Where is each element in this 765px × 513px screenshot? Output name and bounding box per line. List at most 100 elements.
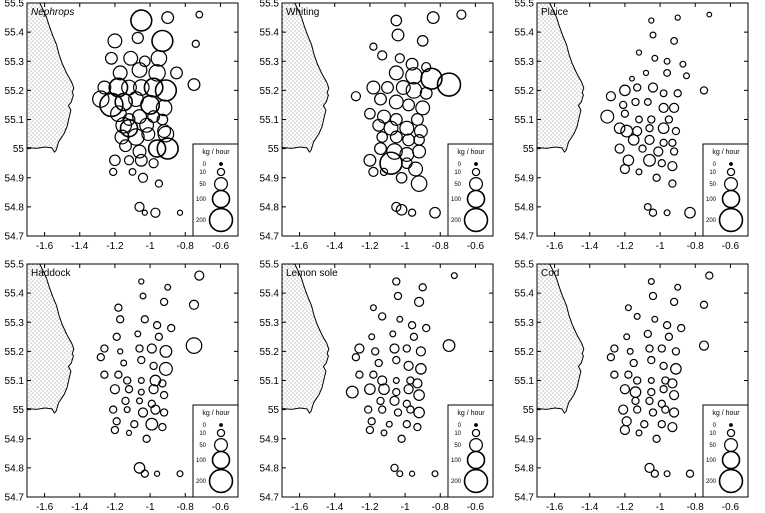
y-tick-label: 55.4 xyxy=(5,289,25,300)
catch-point xyxy=(147,110,161,124)
land-area xyxy=(537,3,584,153)
catch-point xyxy=(619,163,631,175)
catch-point xyxy=(627,134,640,146)
catch-point xyxy=(150,49,168,67)
catch-point xyxy=(629,75,635,82)
catch-point xyxy=(389,395,400,407)
y-tick-label: 55.5 xyxy=(5,260,25,271)
catch-point xyxy=(146,343,157,354)
legend-box xyxy=(192,143,239,237)
legend-label: 0 xyxy=(713,423,717,429)
catch-point xyxy=(699,86,709,95)
catch-point xyxy=(659,385,668,394)
x-tick-label: -1.4 xyxy=(71,502,89,513)
catch-point xyxy=(372,118,386,132)
catch-point xyxy=(623,333,631,341)
catch-point xyxy=(147,139,167,158)
y-tick-label: 54.7 xyxy=(260,232,280,243)
catch-point xyxy=(394,53,405,64)
catch-point xyxy=(670,363,682,375)
panel-1: 54.7 54.8 54.9 55 55.1 55.2 55.3 55.4 55.5 -1.6 -1… xyxy=(5,0,239,252)
legend-label: 50 xyxy=(199,443,206,449)
catch-point xyxy=(600,109,615,124)
catch-point xyxy=(407,208,417,217)
legend-box xyxy=(702,404,749,498)
catch-point xyxy=(354,343,365,354)
legend-label: 10 xyxy=(454,170,461,176)
legend-label: 200 xyxy=(706,479,717,485)
legend-label: 100 xyxy=(706,197,717,203)
catch-point xyxy=(134,153,148,167)
legend-label: 200 xyxy=(196,218,207,224)
catch-point xyxy=(418,283,427,292)
catch-point xyxy=(149,361,158,371)
x-tick-label: -1 xyxy=(401,502,410,513)
catch-point xyxy=(403,384,414,395)
catch-point xyxy=(376,396,385,406)
catch-point xyxy=(380,429,388,437)
panel-title: Lemon sole xyxy=(286,268,338,279)
catch-point xyxy=(123,50,139,66)
catch-point xyxy=(130,420,139,429)
catch-point xyxy=(392,277,401,286)
catch-point xyxy=(164,283,172,291)
catch-point xyxy=(176,470,184,478)
legend-label: 100 xyxy=(706,458,717,464)
catch-point xyxy=(413,296,425,308)
catch-point xyxy=(644,462,655,474)
catch-point xyxy=(658,102,669,114)
catch-point xyxy=(389,343,400,354)
catch-point xyxy=(450,272,458,280)
legend-label: 200 xyxy=(706,218,717,224)
legend-symbol xyxy=(726,167,736,177)
y-tick-label: 55.4 xyxy=(5,28,25,39)
catch-point xyxy=(138,278,145,285)
catch-point xyxy=(109,405,118,414)
legend-symbol xyxy=(466,189,486,209)
legend-label: 0 xyxy=(203,162,207,168)
legend-label: 50 xyxy=(454,182,461,188)
catch-point xyxy=(138,55,151,68)
catch-point xyxy=(137,407,149,418)
catch-point xyxy=(409,332,419,341)
catch-point xyxy=(699,300,709,309)
catch-point xyxy=(659,138,668,147)
catch-point xyxy=(368,166,379,178)
catch-point xyxy=(115,116,133,134)
catch-point xyxy=(392,355,401,365)
panel-5: 54.7 54.8 54.9 55 55.1 55.2 55.3 55.4 55.5 -1.6 -1… xyxy=(260,260,494,513)
catch-point xyxy=(624,304,632,312)
catch-point xyxy=(635,168,643,176)
x-tick-label: -1.6 xyxy=(36,241,54,252)
catch-point xyxy=(140,469,149,478)
catch-point xyxy=(376,131,389,143)
catch-point xyxy=(651,315,659,323)
y-tick-label: 55.1 xyxy=(260,115,280,126)
x-tick-label: -1 xyxy=(656,241,665,252)
legend-symbol xyxy=(726,428,736,438)
catch-point xyxy=(159,390,169,400)
y-tick-label: 55.5 xyxy=(260,0,280,10)
x-tick-label: -0.6 xyxy=(212,241,230,252)
catch-point xyxy=(194,270,205,281)
catch-point xyxy=(109,384,121,395)
catch-point xyxy=(667,421,678,433)
catch-point xyxy=(670,36,679,45)
catch-point xyxy=(150,207,161,218)
legend-label: 0 xyxy=(203,423,207,429)
legend-symbol xyxy=(721,189,741,209)
catch-point xyxy=(415,100,431,116)
land-area xyxy=(282,264,329,414)
y-tick-label: 54.8 xyxy=(515,202,535,213)
legend-symbol xyxy=(466,450,486,470)
catch-point xyxy=(97,80,112,95)
panel-title: Haddock xyxy=(31,268,71,279)
catch-point xyxy=(148,384,159,395)
catch-point xyxy=(135,397,144,405)
catch-point xyxy=(648,208,658,217)
legend-symbol xyxy=(471,428,481,438)
catch-point xyxy=(669,297,679,307)
x-tick-label: -1.6 xyxy=(291,241,309,252)
x-tick-label: -1.4 xyxy=(581,502,599,513)
y-tick-label: 54.9 xyxy=(260,434,280,445)
